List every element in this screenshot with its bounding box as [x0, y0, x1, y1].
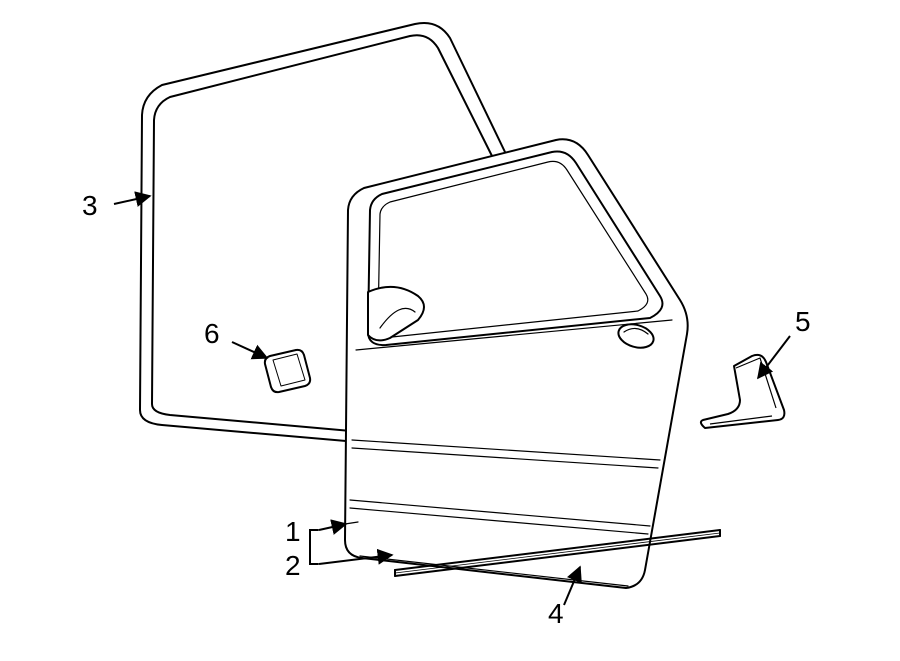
part-door-shell — [345, 139, 688, 588]
callout-label-1: 1 — [285, 516, 301, 548]
callout-label-5: 5 — [795, 306, 811, 338]
callout-label-4: 4 — [548, 598, 564, 630]
callout-label-3: 3 — [82, 190, 98, 222]
diagram-canvas — [0, 0, 900, 661]
callout-bracket-1-2 — [310, 530, 318, 564]
part-rear-applique — [701, 355, 784, 428]
part-access-plug — [265, 350, 310, 392]
callout-label-2: 2 — [285, 550, 301, 582]
callout-label-6: 6 — [204, 318, 220, 350]
